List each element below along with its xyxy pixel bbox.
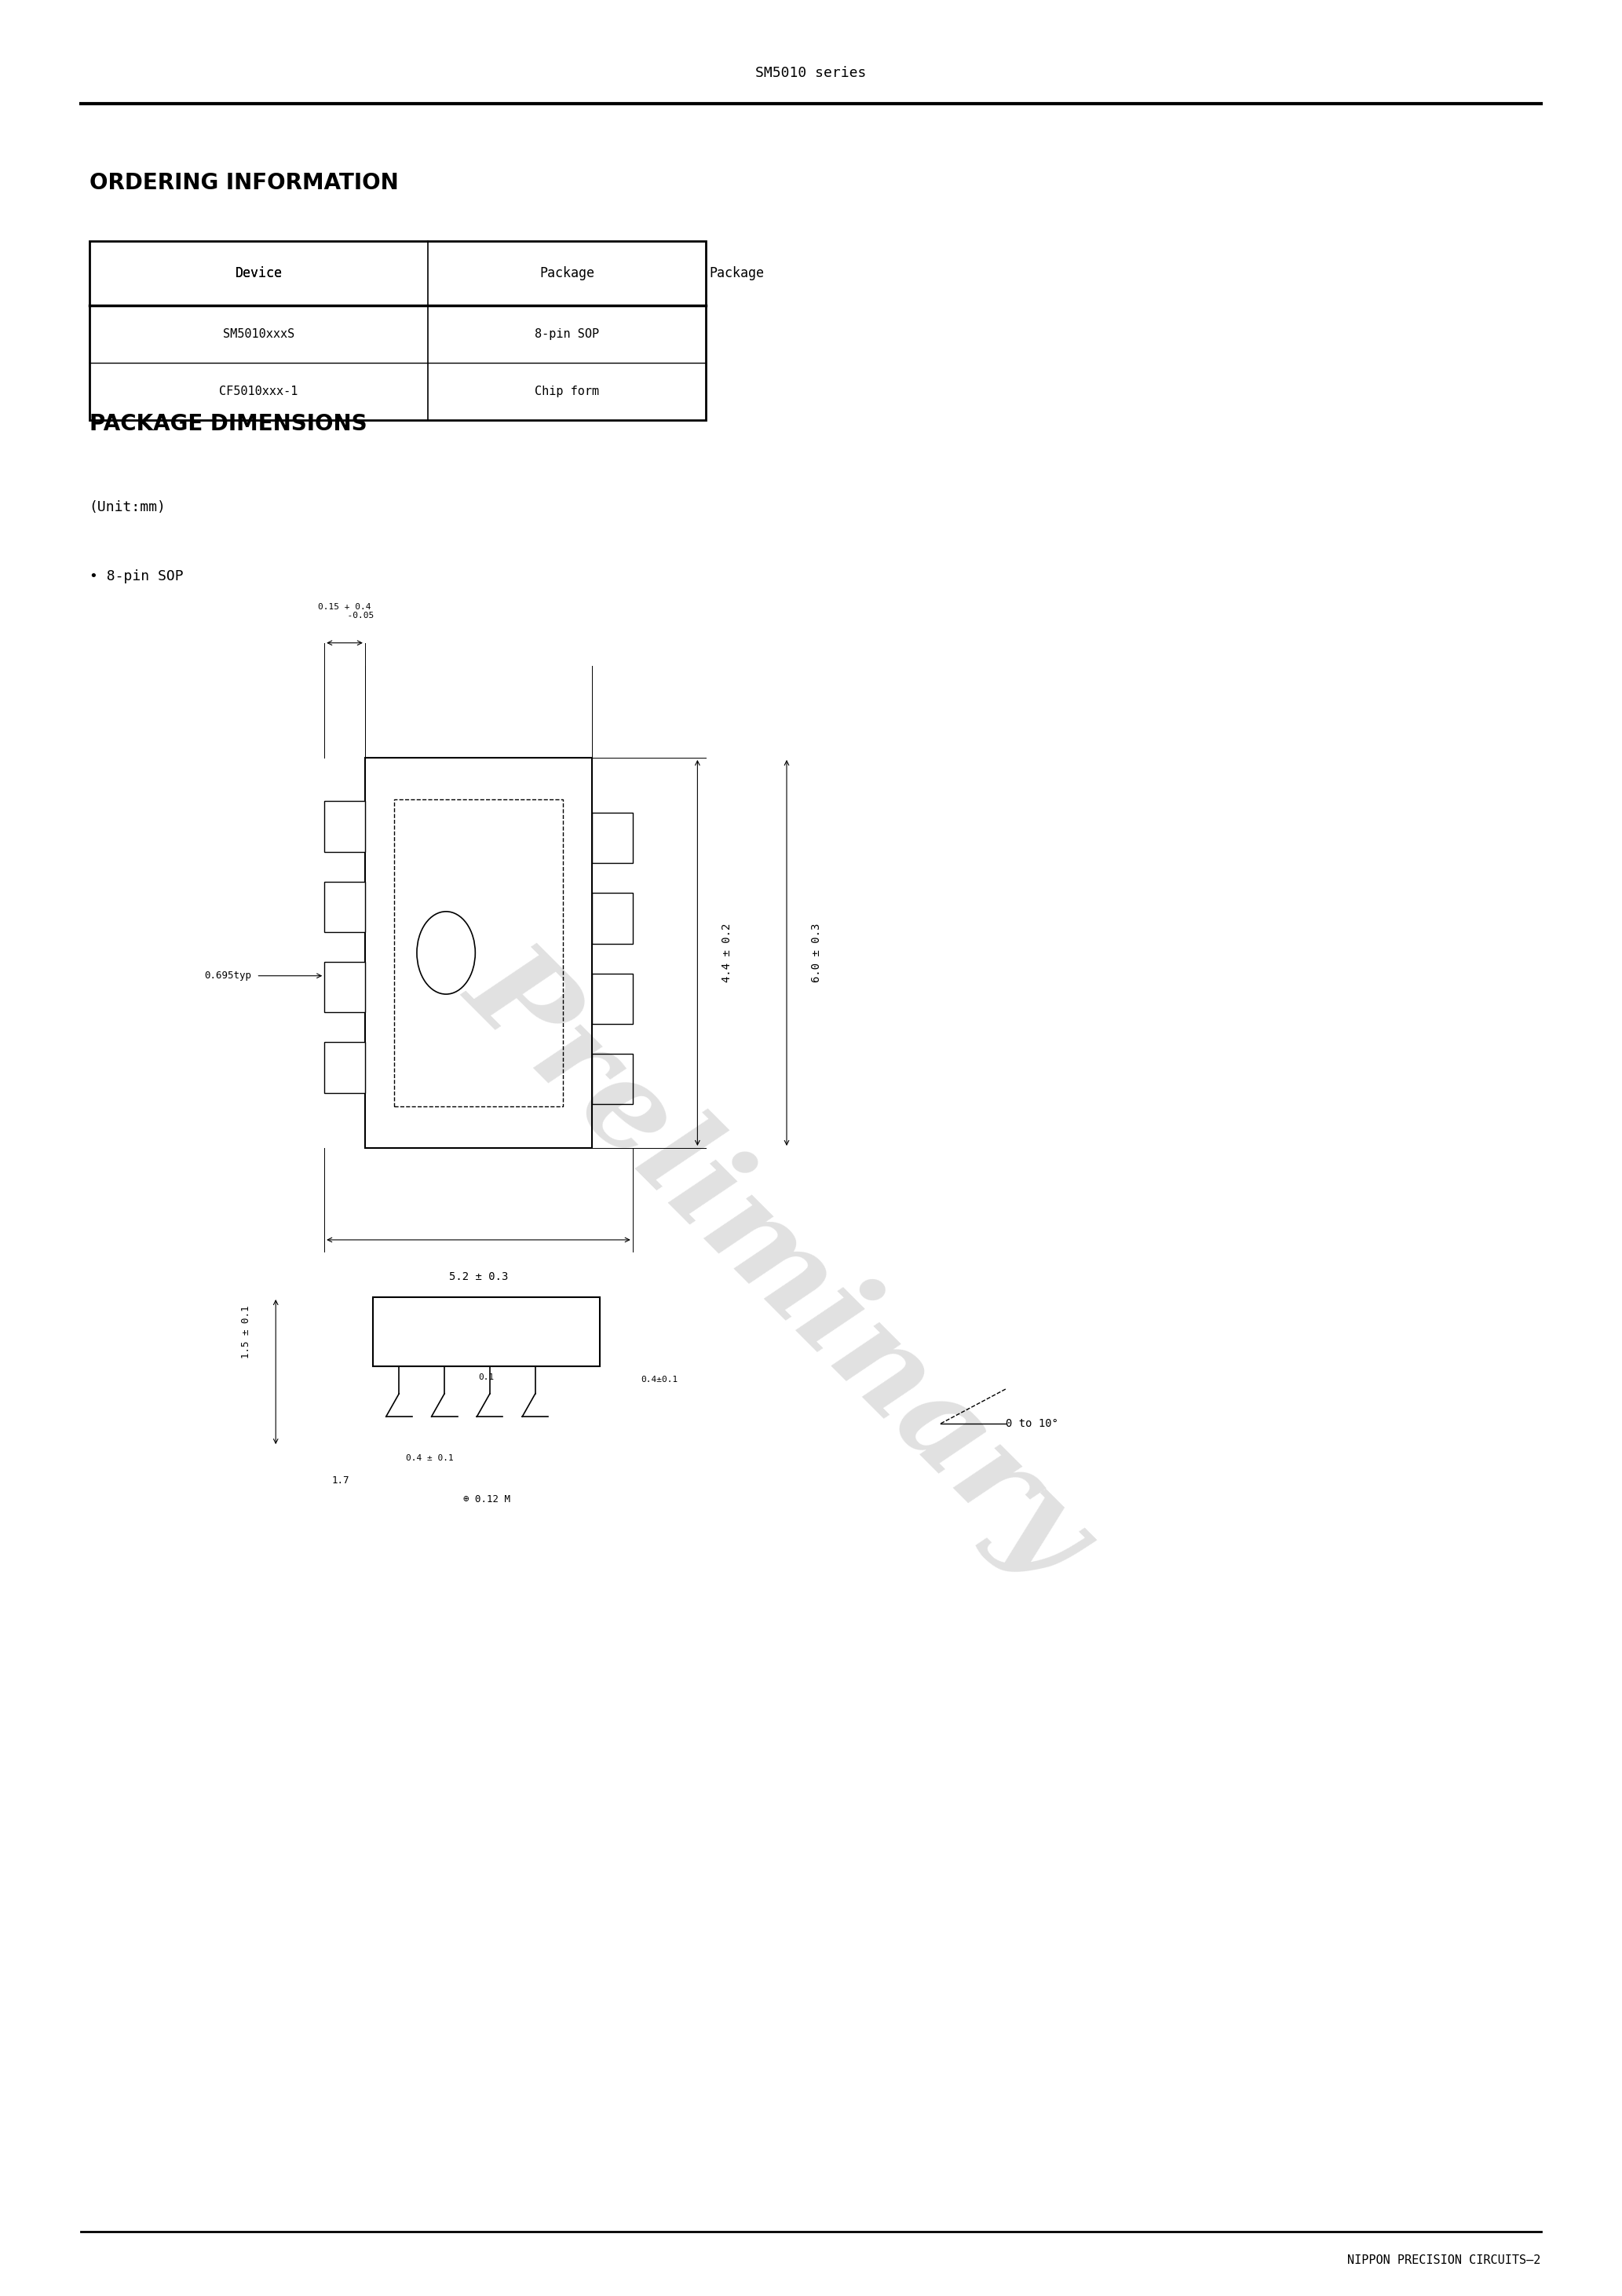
Text: 6.0 ± 0.3: 6.0 ± 0.3 [811,923,822,983]
Bar [324,1042,365,1093]
Text: Device: Device [235,266,282,280]
Text: 5.2 ± 0.3: 5.2 ± 0.3 [449,1272,508,1281]
Bar [592,813,633,863]
Text: 1.7: 1.7 [333,1476,349,1486]
Bar [324,801,365,852]
Text: Device: Device [235,266,282,280]
Text: 8-pin SOP: 8-pin SOP [535,328,599,340]
Text: 1.5 ± 0.1: 1.5 ± 0.1 [242,1304,251,1359]
Bar [89,241,706,420]
Text: • 8-pin SOP: • 8-pin SOP [89,569,183,583]
Text: Chip form: Chip form [535,386,599,397]
Bar [592,1054,633,1104]
Text: SM5010 series: SM5010 series [756,67,866,80]
Text: ⊕ 0.12 M: ⊕ 0.12 M [462,1495,511,1504]
Bar [324,882,365,932]
Text: 4.4 ± 0.2: 4.4 ± 0.2 [722,923,733,983]
Bar [365,758,592,1148]
Text: PACKAGE DIMENSIONS: PACKAGE DIMENSIONS [89,413,367,436]
Bar [324,962,365,1013]
Text: 0.1: 0.1 [478,1373,495,1382]
Bar [592,893,633,944]
Text: 0.15 + 0.4
      -0.05: 0.15 + 0.4 -0.05 [316,604,373,620]
Text: CF5010xxx-1: CF5010xxx-1 [219,386,298,397]
Text: Package: Package [540,266,594,280]
Text: 0 to 10°: 0 to 10° [1006,1419,1058,1428]
Text: 0.4±0.1: 0.4±0.1 [641,1375,678,1384]
Text: ORDERING INFORMATION: ORDERING INFORMATION [89,172,399,195]
Text: NIPPON PRECISION CIRCUITS—2: NIPPON PRECISION CIRCUITS—2 [1348,2255,1541,2266]
Text: (Unit:mm): (Unit:mm) [89,501,165,514]
Bar [592,974,633,1024]
Text: 0.4 ± 0.1: 0.4 ± 0.1 [406,1453,454,1463]
Text: Package: Package [709,266,764,280]
Bar [394,799,563,1107]
Bar [373,1297,600,1366]
Circle shape [417,912,475,994]
Text: 0.65±0.05: 0.65±0.05 [551,1345,599,1352]
Text: 0.695typ: 0.695typ [204,971,251,980]
Text: Preliminary: Preliminary [443,928,1114,1598]
Text: SM5010xxxS: SM5010xxxS [222,328,295,340]
